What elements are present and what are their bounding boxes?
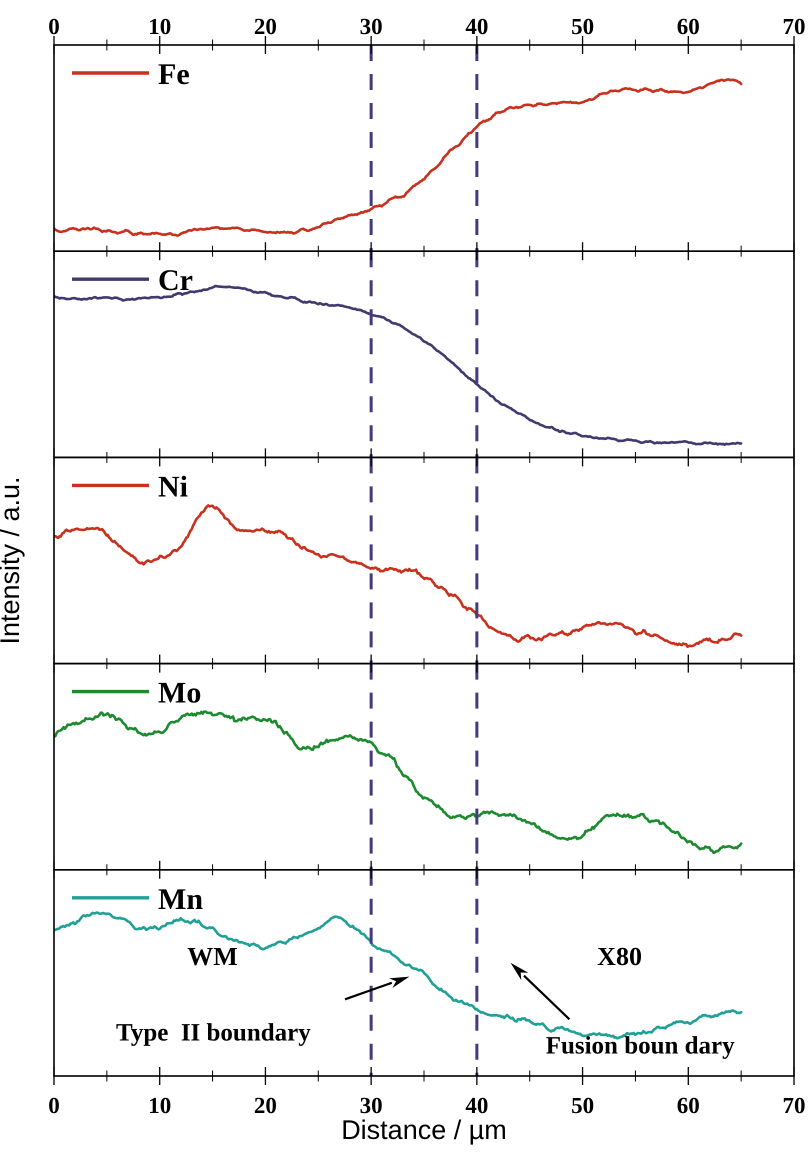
svg-text:0: 0 [48,1093,60,1118]
svg-text:70: 70 [783,14,806,39]
svg-text:60: 60 [677,1093,700,1118]
svg-text:20: 20 [254,14,277,39]
svg-text:40: 40 [465,14,488,39]
svg-text:Ni: Ni [158,470,188,503]
svg-text:Fe: Fe [158,58,190,91]
svg-text:10: 10 [148,1093,171,1118]
svg-text:0: 0 [48,14,60,39]
svg-text:X80: X80 [597,942,642,971]
svg-text:30: 30 [360,14,383,39]
svg-text:Intensity / a.u.: Intensity / a.u. [0,476,25,644]
svg-text:Distance / µm: Distance / µm [341,1115,507,1145]
svg-text:Mo: Mo [158,677,201,710]
svg-text:Mn: Mn [158,883,203,916]
svg-text:50: 50 [571,1093,594,1118]
svg-text:10: 10 [148,14,171,39]
svg-text:Type II boundary: Type II boundary [116,1020,311,1047]
svg-text:Fusion boun dary: Fusion boun dary [546,1032,735,1059]
svg-text:50: 50 [571,14,594,39]
svg-text:Cr: Cr [158,264,193,297]
svg-text:20: 20 [254,1093,277,1118]
svg-text:70: 70 [783,1093,806,1118]
svg-text:60: 60 [677,14,700,39]
svg-text:WM: WM [187,942,238,971]
